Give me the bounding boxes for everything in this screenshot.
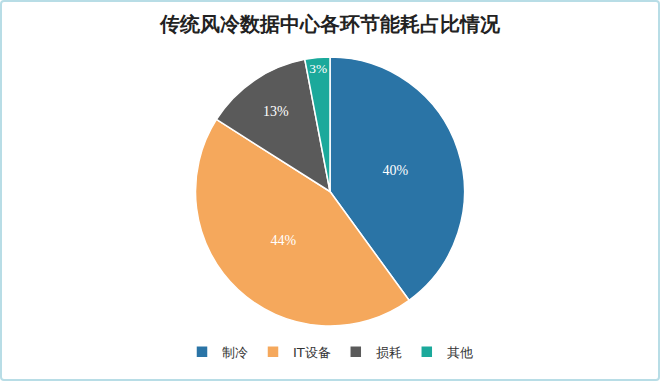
- svg-text:3%: 3%: [309, 61, 327, 76]
- svg-text:44%: 44%: [271, 233, 297, 248]
- svg-text:IT设备: IT设备: [293, 345, 331, 360]
- svg-text:传统风冷数据中心各环节能耗占比情况: 传统风冷数据中心各环节能耗占比情况: [159, 12, 501, 36]
- svg-text:损耗: 损耗: [376, 345, 402, 360]
- svg-text:其他: 其他: [447, 345, 473, 360]
- svg-text:40%: 40%: [383, 163, 409, 178]
- svg-text:制冷: 制冷: [222, 345, 248, 360]
- svg-text:13%: 13%: [263, 104, 289, 119]
